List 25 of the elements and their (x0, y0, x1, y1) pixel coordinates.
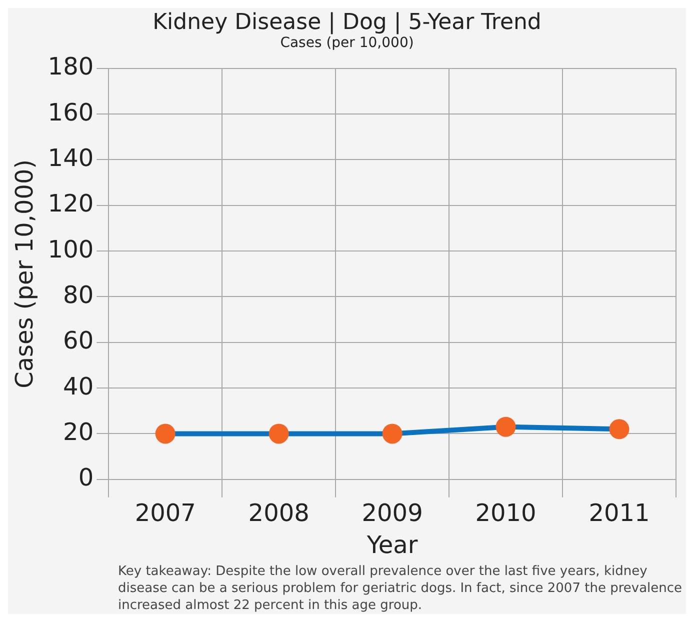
point (268, 424, 289, 444)
y-tick-label: 120 (48, 190, 94, 218)
y-axis-title: Cases (per 10,000) (10, 159, 39, 388)
point (609, 419, 630, 440)
text: Key takeaway: Despite the low overall prevalence over the last five years, kidney disease can be a serious problem for geriatric dogs. In fact, since 2007 the prevalence increased almost 22 percent in this age group. (118, 563, 684, 614)
y-tick-label: 160 (48, 98, 94, 126)
point (155, 424, 176, 444)
x-tick-label: 2007 (134, 499, 196, 528)
y-tick-label: 180 (48, 52, 94, 81)
y-tick-label: 80 (63, 280, 94, 309)
y-tick-label: 20 (63, 418, 94, 446)
y-tick-label: 60 (63, 326, 94, 355)
y-tick-label: 140 (48, 144, 94, 172)
y-tick-label: 100 (48, 235, 94, 264)
point (496, 416, 516, 437)
x-tick-label: 2008 (248, 499, 310, 528)
x-tick-label: 2011 (588, 499, 650, 528)
chart-title: Kidney Disease | Dog | 5-Year Trend (152, 9, 542, 35)
point (382, 424, 402, 444)
x-tick-label: 2009 (362, 499, 423, 528)
chart-subtitle: Cases (per 10,000) (279, 35, 415, 51)
y-tick-label: 0 (78, 464, 94, 492)
y-tick-label: 40 (63, 372, 94, 400)
x-axis-title: Year (366, 530, 418, 559)
x-tick-label: 2010 (475, 499, 536, 528)
